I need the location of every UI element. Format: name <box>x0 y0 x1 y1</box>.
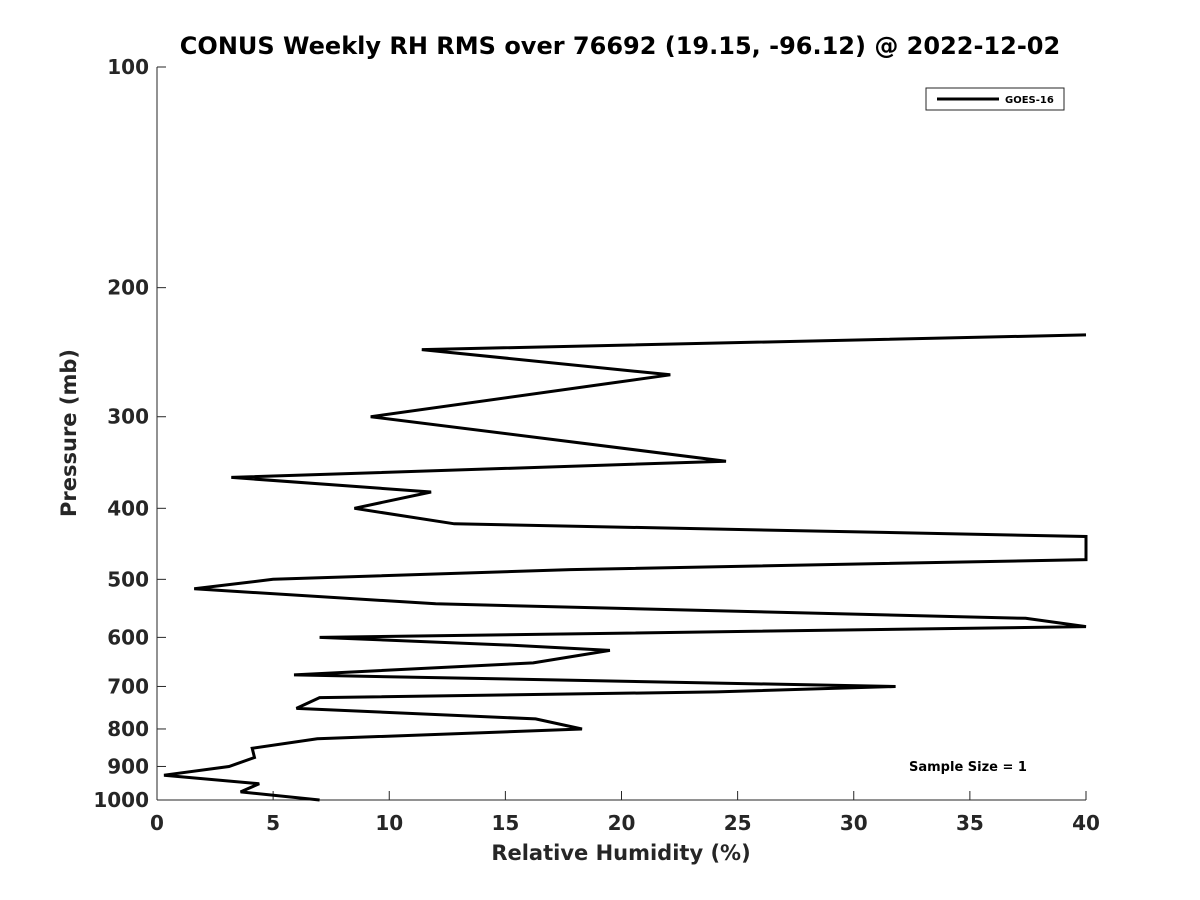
y-tick-label: 1000 <box>93 788 149 812</box>
chart-title: CONUS Weekly RH RMS over 76692 (19.15, -… <box>180 32 1060 60</box>
y-axis-label: Pressure (mb) <box>57 349 81 517</box>
series-line-goes-16 <box>163 333 1088 802</box>
y-tick-label: 900 <box>107 754 149 778</box>
y-tick-label: 500 <box>107 567 149 591</box>
legend: GOES-16 <box>925 87 1065 111</box>
legend-label-goes-16: GOES-16 <box>1005 95 1054 106</box>
plot-axes <box>156 67 1086 801</box>
x-tick-label: 40 <box>1072 811 1100 835</box>
x-tick-label: 20 <box>608 811 636 835</box>
y-tick-label: 600 <box>107 625 149 649</box>
y-tick-label: 300 <box>107 405 149 429</box>
x-tick-label: 5 <box>266 811 280 835</box>
x-tick-label: 15 <box>491 811 519 835</box>
x-tick-label: 35 <box>956 811 984 835</box>
x-tick-label: 25 <box>724 811 752 835</box>
series-layer <box>163 333 1088 802</box>
y-tick-label: 400 <box>107 496 149 520</box>
axis-ticks: 0 5 10 15 20 25 30 35 40 100 200 300 400 500 600 700 800… <box>93 55 1100 835</box>
x-axis-label: Relative Humidity (%) <box>491 841 750 865</box>
x-tick-label: 0 <box>150 811 164 835</box>
x-tick-label: 10 <box>375 811 403 835</box>
y-tick-label: 700 <box>107 674 149 698</box>
x-tick-label: 30 <box>840 811 868 835</box>
y-tick-label: 100 <box>107 55 149 79</box>
sample-size-annotation: Sample Size = 1 <box>909 760 1027 775</box>
y-tick-label: 800 <box>107 717 149 741</box>
y-tick-label: 200 <box>107 276 149 300</box>
